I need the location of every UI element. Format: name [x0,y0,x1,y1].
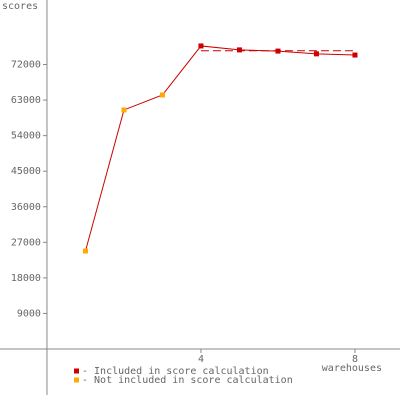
y-tick-label: 54000 [11,131,41,142]
y-axis-label: scores [2,1,38,12]
data-point [236,47,242,53]
data-point [121,107,127,113]
data-point [275,48,281,54]
legend-marker [74,368,79,374]
data-point [198,43,204,49]
x-axis-label: warehouses [322,363,382,374]
data-point [313,51,319,57]
y-tick-label: 45000 [11,166,41,177]
y-tick-label: 72000 [11,60,41,71]
y-tick-label: 18000 [11,273,41,284]
y-tick-label: 27000 [11,237,41,248]
x-tick-label: 4 [198,354,204,365]
data-point [352,52,358,58]
y-tick-label: 9000 [17,308,41,319]
y-tick-label: 36000 [11,202,41,213]
data-point [82,248,88,254]
legend-marker [74,377,79,383]
y-tick-label: 63000 [11,95,41,106]
data-point [159,92,165,98]
x-tick-label: 8 [352,354,358,365]
legend-label: - Included in score calculation [82,366,269,377]
data-line [84,45,355,252]
legend-label: - Not included in score calculation [82,375,293,386]
